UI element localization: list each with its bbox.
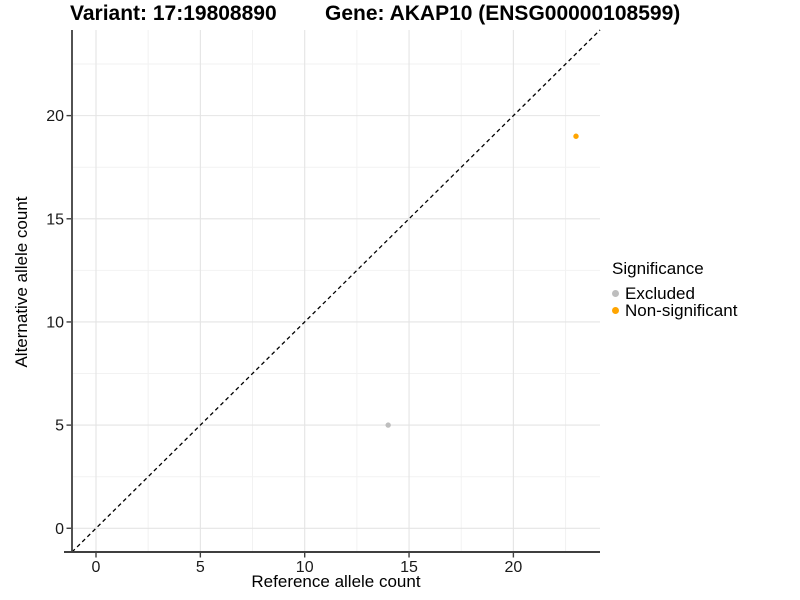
y-tick-label: 5 [55,418,64,435]
y-tick-label: 20 [46,108,64,125]
legend-dot-non-significant [612,307,619,314]
x-tick-label: 10 [296,559,314,576]
x-axis-title: Reference allele count [251,572,421,591]
x-tick-label: 20 [504,559,522,576]
plot-title-variant: Variant: 17:19808890 [70,2,277,25]
legend-dot-excluded [612,290,619,297]
y-tick-label: 15 [46,211,64,228]
legend: Significance Excluded Non-significant [612,259,738,320]
y-axis-title: Alternative allele count [12,196,31,368]
x-tick-label: 5 [196,559,205,576]
data-point-excluded [385,422,391,428]
identity-line [71,29,601,553]
plot-title-gene: Gene: AKAP10 (ENSG00000108599) [325,2,681,25]
y-tick-label: 0 [55,521,64,538]
legend-label-non-significant: Non-significant [625,300,738,320]
x-tick-label: 0 [92,559,101,576]
data-point-non-significant [573,133,579,139]
legend-label-excluded: Excluded [625,283,695,303]
y-tick-label: 10 [46,314,64,331]
legend-items: Excluded Non-significant [612,283,738,320]
legend-title: Significance [612,259,704,278]
x-tick-label: 15 [400,559,418,576]
legend-item-non-significant: Non-significant [612,300,738,320]
legend-item-excluded: Excluded [612,283,737,303]
